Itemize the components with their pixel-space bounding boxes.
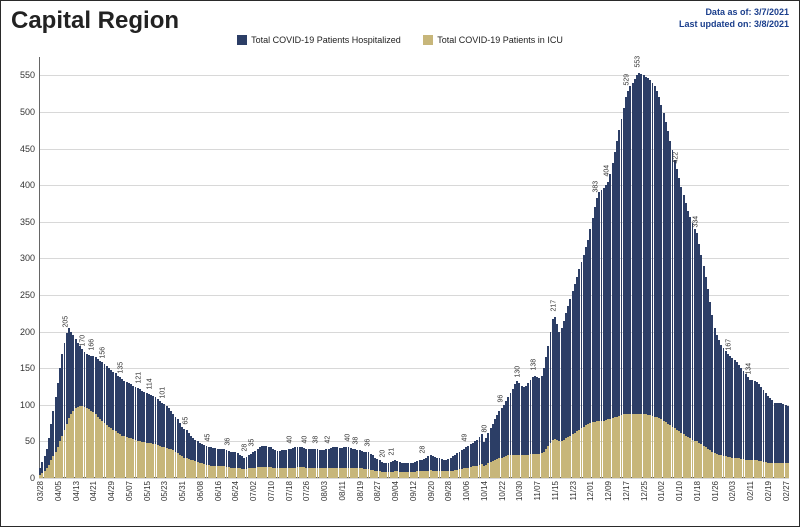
x-tick-label: 06/24 [231,481,240,501]
swatch-icu [423,35,433,45]
y-tick-label: 400 [20,180,35,190]
x-tick-label: 05/15 [143,481,152,501]
legend: Total COVID-19 Patients Hospitalized Tot… [1,35,799,47]
x-tick-label: 05/07 [125,481,134,501]
meta-label-2: Last updated on: [679,19,754,29]
meta-label-1: Data as of: [705,7,754,17]
legend-item-icu: Total COVID-19 Patients in ICU [423,35,563,45]
bar-slot [787,57,789,478]
legend-label-hospitalized: Total COVID-19 Patients Hospitalized [251,35,401,45]
x-tick-label: 10/30 [515,481,524,501]
plot-area: 05010015020025030035040045050055003/2804… [39,57,789,478]
x-tick-label: 11/15 [551,481,560,500]
y-tick-label: 100 [20,400,35,410]
y-tick-label: 0 [30,473,35,483]
x-tick-label: 08/11 [338,481,347,500]
x-tick-label: 12/01 [586,481,595,501]
bar-icu [787,463,789,478]
x-tick-label: 08/27 [373,481,382,501]
x-tick-label: 02/27 [782,481,791,501]
x-tick-label: 08/19 [356,481,365,501]
y-tick-label: 50 [25,436,35,446]
meta-date-1: 3/7/2021 [754,7,789,17]
x-tick-label: 06/16 [214,481,223,501]
x-tick-label: 10/06 [462,481,471,501]
x-tick-label: 01/02 [657,481,666,501]
x-tick-label: 07/02 [249,481,258,501]
y-tick-label: 150 [20,363,35,373]
x-tick-label: 01/26 [711,481,720,501]
chart-frame: Capital Region Data as of: 3/7/2021 Last… [0,0,800,527]
y-tick-label: 450 [20,144,35,154]
data-as-of: Data as of: 3/7/2021 Last updated on: 3/… [679,7,789,30]
x-tick-label: 03/28 [36,481,45,501]
x-tick-label: 09/04 [391,481,400,501]
swatch-hospitalized [237,35,247,45]
meta-date-2: 3/8/2021 [754,19,789,29]
x-tick-label: 09/28 [444,481,453,501]
legend-label-icu: Total COVID-19 Patients in ICU [437,35,563,45]
x-tick-label: 06/08 [196,481,205,501]
legend-item-hospitalized: Total COVID-19 Patients Hospitalized [237,35,401,45]
x-tick-label: 11/07 [533,481,542,500]
x-tick-label: 07/10 [267,481,276,501]
x-tick-label: 02/03 [728,481,737,501]
x-tick-label: 12/25 [640,481,649,501]
y-tick-label: 550 [20,70,35,80]
x-tick-label: 04/29 [107,481,116,501]
x-tick-label: 10/14 [480,481,489,501]
x-tick-label: 02/19 [764,481,773,501]
y-tick-label: 350 [20,217,35,227]
x-tick-label: 07/18 [285,481,294,501]
x-tick-label: 07/26 [302,481,311,501]
y-tick-label: 500 [20,107,35,117]
x-tick-label: 04/13 [72,481,81,501]
x-tick-label: 01/10 [675,481,684,501]
x-tick-label: 10/22 [498,481,507,501]
x-tick-label: 12/09 [604,481,613,501]
x-tick-label: 09/12 [409,481,418,501]
x-tick-label: 04/21 [89,481,98,501]
x-tick-label: 01/18 [693,481,702,501]
y-tick-label: 250 [20,290,35,300]
x-tick-label: 02/11 [746,481,755,500]
x-tick-label: 11/23 [569,481,578,500]
x-tick-label: 05/23 [160,481,169,501]
y-tick-label: 300 [20,253,35,263]
x-tick-label: 04/05 [54,481,63,501]
x-tick-label: 12/17 [622,481,631,501]
x-tick-label: 08/03 [320,481,329,501]
x-tick-label: 05/31 [178,481,187,501]
y-tick-label: 200 [20,327,35,337]
page-title: Capital Region [11,7,179,35]
gridline [39,478,789,479]
x-tick-label: 09/20 [427,481,436,501]
